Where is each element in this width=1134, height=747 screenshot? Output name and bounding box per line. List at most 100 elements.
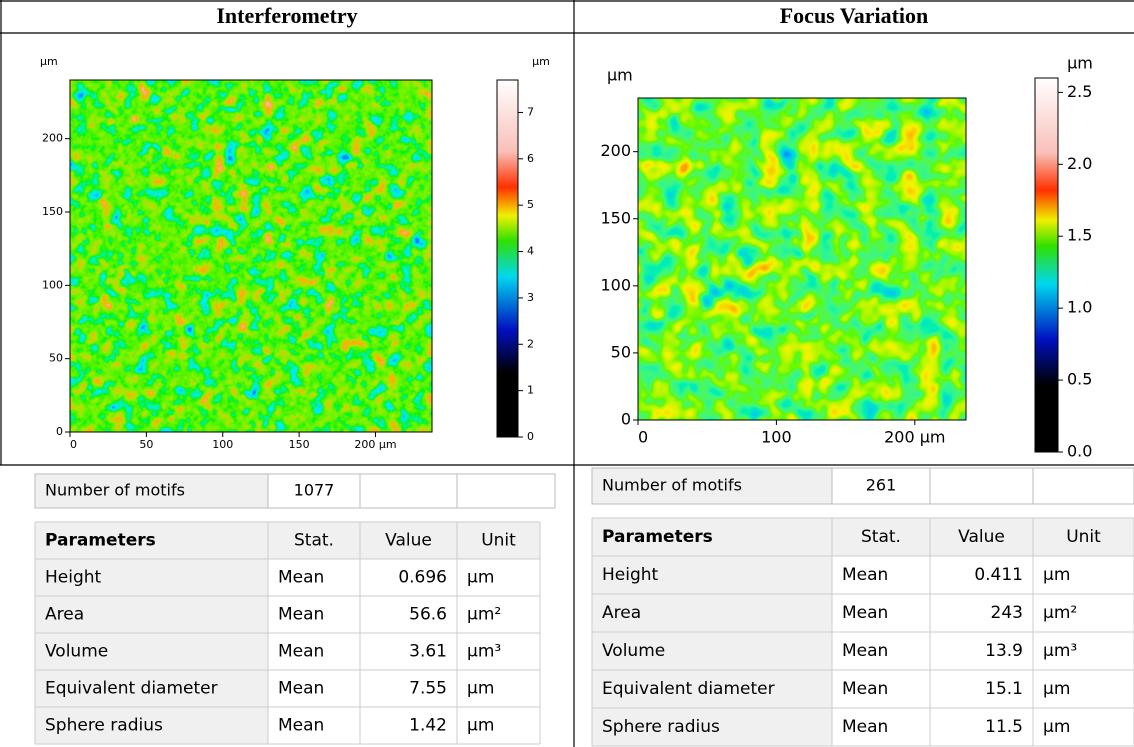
table-cell: µm² (1043, 603, 1077, 623)
x-tick-label: 200 µm (354, 438, 396, 451)
table-cell: Height (45, 568, 102, 588)
colorbar-tick-label: 1.0 (1067, 298, 1092, 317)
height-map (70, 80, 432, 432)
colorbar-tick-label: 2 (527, 337, 534, 350)
colorbar-tick-label: 2.0 (1067, 154, 1092, 173)
table-cell: 7.55 (409, 679, 447, 699)
colorbar-tick-label: 2.5 (1067, 82, 1092, 101)
panel-title: Focus Variation (780, 3, 929, 28)
row-label-cell (35, 596, 268, 633)
panel-title: Interferometry (216, 3, 357, 28)
x-tick-label: 50 (139, 438, 153, 451)
motifs-label-cell (591, 467, 833, 505)
y-tick-label: 150 (600, 208, 631, 227)
colorbar-tick-label: 7 (527, 105, 534, 118)
row-label-cell (35, 633, 268, 670)
header-cell: Stat. (861, 527, 901, 547)
table-cell: Height (602, 565, 659, 585)
table-cell: Mean (278, 642, 324, 662)
table-cell: Mean (278, 568, 324, 588)
motifs-value: 1077 (294, 481, 335, 500)
row-label-cell (35, 670, 268, 707)
y-tick-label: 200 (42, 132, 63, 145)
colorbar-unit: µm (1067, 54, 1093, 73)
table-cell: Mean (842, 565, 888, 585)
colorbar (1034, 77, 1059, 453)
table-cell: 15.1 (985, 679, 1023, 699)
y-tick-label: 150 (42, 205, 63, 218)
colorbar-tick-label: 3 (527, 291, 534, 304)
table-cell: Mean (842, 717, 888, 737)
colorbar-tick-label: 4 (527, 245, 534, 258)
colorbar (496, 79, 519, 438)
row-label-cell (592, 708, 832, 746)
colorbar-tick-label: 6 (527, 152, 534, 165)
y-tick-label: 200 (600, 141, 631, 160)
table-cell: Sphere radius (45, 716, 163, 736)
colorbar-tick-label: 5 (527, 198, 534, 211)
height-map (638, 98, 966, 420)
header-cell: Unit (1066, 527, 1101, 547)
x-tick-label: 200 µm (884, 428, 945, 447)
row-label-cell (35, 559, 268, 596)
header-row (35, 522, 540, 559)
table-cell: µm (1043, 717, 1070, 737)
table-cell: Volume (45, 642, 108, 662)
x-tick-label: 150 (289, 438, 310, 451)
table-cell: Sphere radius (602, 717, 720, 737)
x-tick-label: 0 (638, 428, 648, 447)
x-tick-label: 100 (761, 428, 792, 447)
table-cell: Area (45, 605, 84, 625)
table-cell: µm (467, 716, 494, 736)
table-cell: Mean (278, 605, 324, 625)
colorbar-tick-label: 0.5 (1067, 370, 1092, 389)
motifs-label-cell (34, 473, 269, 509)
table-cell: Mean (842, 603, 888, 623)
x-tick-label: 100 (212, 438, 233, 451)
y-tick-label: 50 (49, 352, 63, 365)
table-cell: 0.411 (974, 565, 1023, 585)
row-label-cell (592, 556, 832, 594)
table-cell: µm (467, 568, 494, 588)
row-label-cell (592, 594, 832, 632)
colorbar-tick-label: 0 (527, 430, 534, 443)
table-cell: 1.42 (409, 716, 447, 736)
table-cell: Mean (278, 716, 324, 736)
table-cell: Mean (842, 641, 888, 661)
motifs-label: Number of motifs (45, 481, 185, 500)
table-cell: 0.696 (398, 568, 447, 588)
header-cell: Value (958, 527, 1005, 547)
table-cell: 56.6 (409, 605, 447, 625)
header-cell: Unit (481, 531, 516, 551)
axis-unit: µm (40, 55, 58, 68)
table-cell: 13.9 (985, 641, 1023, 661)
colorbar-tick-label: 0.0 (1067, 442, 1092, 461)
motifs-value: 261 (866, 476, 897, 495)
table-cell: µm² (467, 605, 501, 625)
y-tick-label: 100 (600, 275, 631, 294)
table-cell: 11.5 (985, 717, 1023, 737)
table-cell: 3.61 (409, 642, 447, 662)
axis-unit: µm (607, 66, 633, 85)
y-tick-label: 50 (611, 342, 631, 361)
table-cell: µm (467, 679, 494, 699)
table-cell: Equivalent diameter (45, 679, 218, 699)
row-label-cell (592, 670, 832, 708)
table-cell: Mean (278, 679, 324, 699)
table-cell: Mean (842, 679, 888, 699)
colorbar-unit: µm (532, 55, 550, 68)
table-cell: Volume (602, 641, 665, 661)
x-tick-label: 0 (70, 438, 77, 451)
table-cell: µm (1043, 565, 1070, 585)
colorbar-tick-label: 1 (527, 384, 534, 397)
table-cell: 243 (991, 603, 1023, 623)
row-label-cell (592, 632, 832, 670)
colorbar-tick-label: 1.5 (1067, 226, 1092, 245)
table-cell: Area (602, 603, 641, 623)
y-tick-label: 100 (42, 278, 63, 291)
table-cell: Equivalent diameter (602, 679, 775, 699)
plot-frame (637, 97, 967, 421)
header-row (592, 518, 1134, 556)
